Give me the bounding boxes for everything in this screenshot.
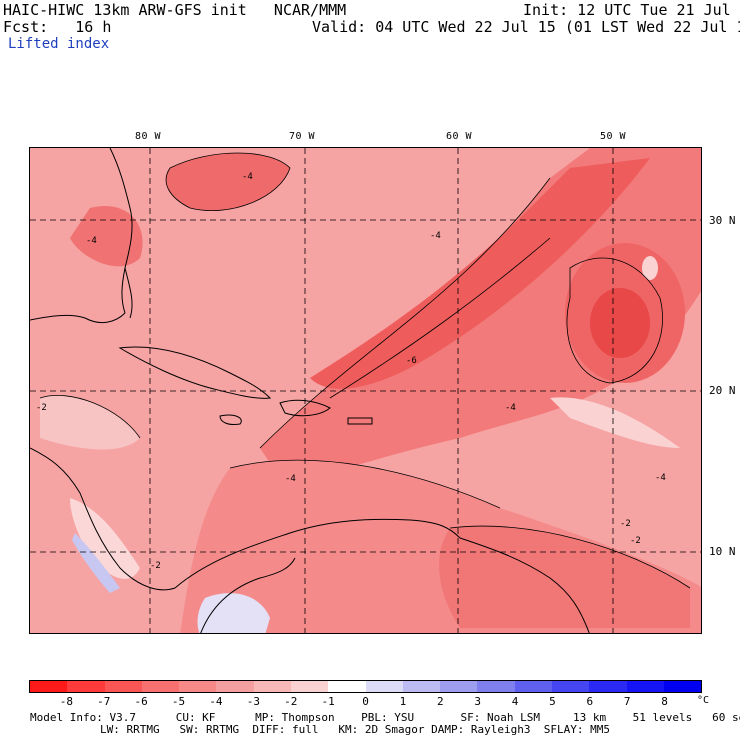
lat-lon-grid xyxy=(30,148,701,633)
south-america-north-coast xyxy=(174,518,461,589)
colorbar-tick-label: -1 xyxy=(321,695,335,708)
colorbar-tick-label: -8 xyxy=(59,695,73,708)
contour-line-1 xyxy=(259,177,551,449)
colorbar-swatch xyxy=(328,681,366,692)
contour-label-4: -4 xyxy=(505,403,516,413)
colorbar-swatch xyxy=(253,681,291,692)
contour-label-1: -4 xyxy=(242,172,253,182)
contour-label-5: -2 xyxy=(36,403,47,413)
colorbar-swatch xyxy=(216,681,254,692)
colorbar-tick-label: 0 xyxy=(362,695,369,708)
contour-label-3: -6 xyxy=(406,356,417,366)
colorbar-swatch xyxy=(104,681,142,692)
colorbar-tick-label: -3 xyxy=(246,695,260,708)
contour-lines xyxy=(39,152,691,589)
coastlines xyxy=(30,148,590,633)
colorbar-swatch xyxy=(514,681,552,692)
field-name: Lifted index xyxy=(8,36,110,52)
colorbar-swatch xyxy=(141,681,180,692)
contour-label-2: -4 xyxy=(86,236,97,246)
unstable-cell-florida xyxy=(70,206,143,267)
longitude-label-60w: 60 W xyxy=(446,131,473,142)
unstable-cell-north xyxy=(166,153,290,211)
colorbar-swatch xyxy=(179,681,217,692)
longitude-label-50w: 50 W xyxy=(600,131,627,142)
contour-label-6: -4 xyxy=(430,231,441,241)
colorbar-swatch xyxy=(365,681,403,692)
stable-region-blue xyxy=(72,533,120,593)
colorbar xyxy=(29,680,702,693)
lifted-index-map: -4 -4 -6 -4 -2 -4 -2 -4 -4 -2 -2 xyxy=(29,147,702,634)
longitude-label-70w: 70 W xyxy=(289,131,316,142)
colorbar-tick-label: -4 xyxy=(209,695,223,708)
forecast-label: Fcst: 16 h xyxy=(3,18,112,36)
stable-region-central-america xyxy=(70,498,140,579)
contour-label-10: -2 xyxy=(630,536,641,546)
central-america-coast xyxy=(30,447,176,591)
contour-line-4 xyxy=(449,525,691,589)
colorbar-tick-label: -2 xyxy=(284,695,298,708)
longitude-label-80w: 80 W xyxy=(135,131,162,142)
contour-value-labels: -4 -4 -6 -4 -2 -4 -2 -4 -4 -2 -2 xyxy=(36,172,666,571)
colorbar-swatch xyxy=(67,681,105,692)
jamaica xyxy=(219,414,242,425)
map-canvas: -4 -4 -6 -4 -2 -4 -2 -4 -4 -2 -2 xyxy=(30,148,701,633)
model-info-line-1: Model Info: V3.7 CU: KF MP: Thompson PBL… xyxy=(30,711,740,724)
latitude-label-10n: 10 N xyxy=(709,545,736,558)
colorbar-swatch xyxy=(589,681,627,692)
colorbar-tick-label: -5 xyxy=(171,695,186,708)
colorbar-swatch xyxy=(30,681,68,692)
latitude-label-20n: 20 N xyxy=(709,384,736,397)
colorbar-tick-label: 8 xyxy=(661,695,668,708)
contour-line-5 xyxy=(229,459,501,509)
colorbar-tick-label: 3 xyxy=(474,695,481,708)
contour-label-9: -4 xyxy=(655,473,666,483)
contour-line-7 xyxy=(165,152,291,211)
latitude-label-30n: 30 N xyxy=(709,214,736,227)
colorbar-swatch xyxy=(477,681,515,692)
valid-time: Valid: 04 UTC Wed 22 Jul 15 (01 LST Wed … xyxy=(312,18,740,36)
colorbar-tick-label: -7 xyxy=(97,695,111,708)
stable-region-south-america xyxy=(197,593,270,633)
colorbar-swatch xyxy=(290,681,329,692)
hispaniola xyxy=(279,399,331,417)
colorbar-swatch xyxy=(663,681,702,692)
model-info-line-2: LW: RRTMG SW: RRTMG DIFF: full KM: 2D Sm… xyxy=(100,723,610,736)
colorbar-swatch xyxy=(551,681,590,692)
colorbar-swatch xyxy=(402,681,441,692)
colorbar-tick-label: 5 xyxy=(549,695,556,708)
unstable-cell-east-core xyxy=(590,288,650,358)
florida-peninsula xyxy=(124,267,133,319)
colorbar-swatch xyxy=(440,681,478,692)
puerto-rico xyxy=(347,417,373,425)
contour-label-8: -4 xyxy=(285,474,296,484)
colorbar-tick-label: 2 xyxy=(436,695,444,708)
contour-line-2 xyxy=(329,237,551,399)
contour-label-11: -2 xyxy=(150,561,161,571)
southern-core xyxy=(439,526,690,628)
contour-line-6 xyxy=(39,395,141,439)
contour-line-3 xyxy=(566,257,663,384)
colorbar-tick-label: 6 xyxy=(586,695,594,708)
stable-region-swirl xyxy=(550,397,680,448)
colorbar-tick-label: 7 xyxy=(623,695,631,708)
guiana-coast xyxy=(459,537,590,633)
colombia-inland xyxy=(200,557,296,633)
colorbar-swatch xyxy=(626,681,664,692)
colorbar-tick-label: -6 xyxy=(134,695,148,708)
contour-label-7: -2 xyxy=(620,519,631,529)
stable-spot xyxy=(642,256,658,280)
init-time: Init: 12 UTC Tue 21 Jul 15 xyxy=(523,1,740,19)
colorbar-tick-label: 4 xyxy=(511,695,519,708)
colorbar-unit: °C xyxy=(697,695,710,706)
cuba xyxy=(118,346,272,399)
us-east-coast xyxy=(109,148,133,314)
model-title: HAIC-HIWC 13km ARW-GFS init NCAR/MMM xyxy=(3,1,347,19)
gulf-coast xyxy=(30,312,126,324)
stable-region-gulf xyxy=(40,395,140,450)
colorbar-tick-label: 1 xyxy=(399,695,407,708)
